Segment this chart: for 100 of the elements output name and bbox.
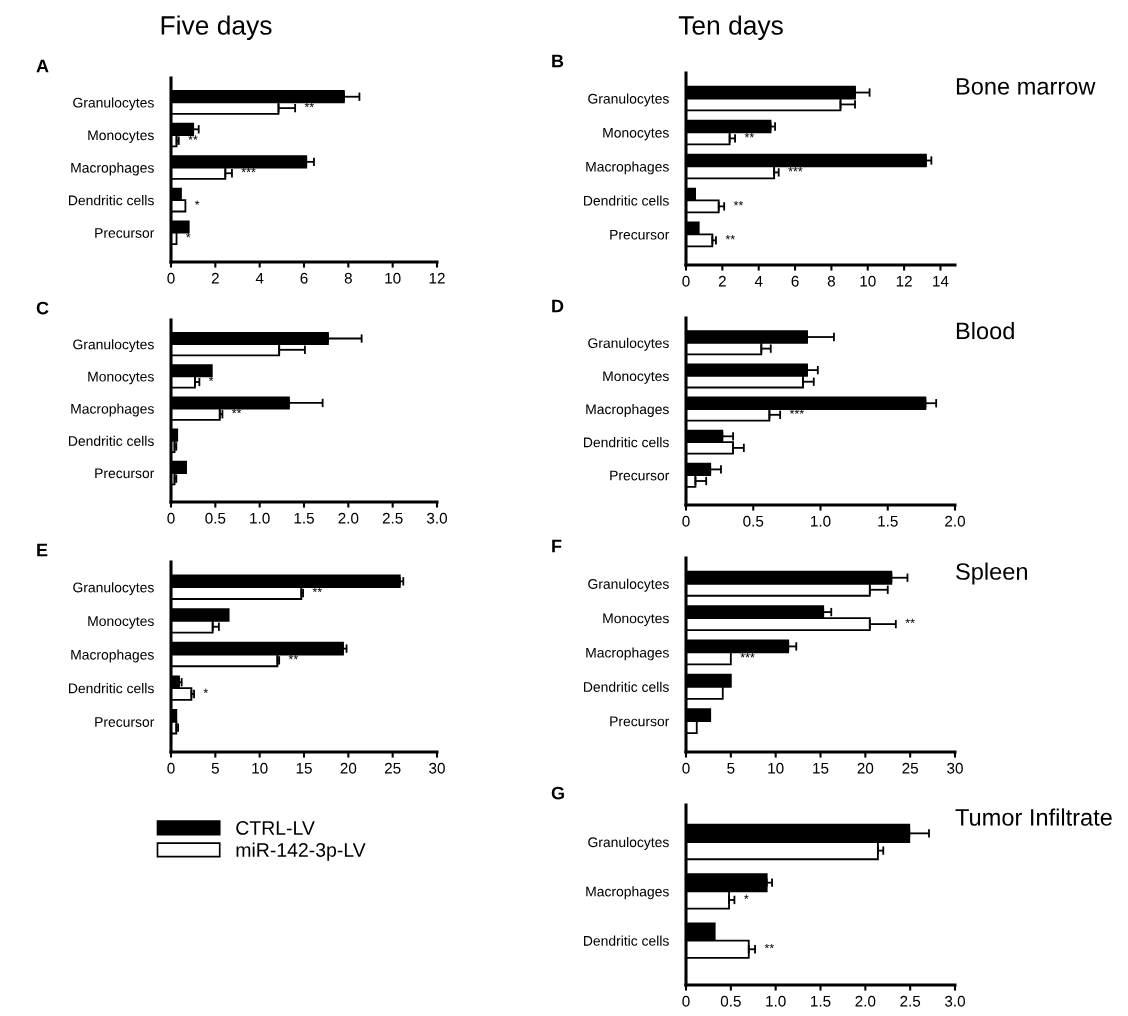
- x-tick-label: 15: [813, 762, 829, 774]
- chart-title: B: [552, 54, 564, 68]
- data-label: *: [194, 200, 200, 205]
- x-tick-label: 14: [933, 275, 949, 287]
- y-tick-label: Granulocytes: [73, 97, 154, 111]
- x-tick-label: 2.0: [338, 512, 359, 524]
- y-tick-label: Macrophages: [71, 162, 154, 176]
- x-tick-label: 1.5: [878, 515, 898, 527]
- data-label: **: [725, 235, 735, 240]
- x-tick-label: 0: [682, 995, 690, 1007]
- y-tick-label: Macrophages: [71, 649, 154, 663]
- y-tick-label: Granulocytes: [73, 582, 154, 596]
- data-label: **: [304, 102, 314, 108]
- x-tick-label: 0: [682, 515, 690, 527]
- y-tick-label: Monocytes: [603, 371, 669, 384]
- data-label: *: [186, 233, 191, 238]
- data-label: ***: [788, 167, 803, 172]
- y-tick-label: Monocytes: [88, 371, 154, 385]
- x-tick-label: 8: [827, 275, 835, 287]
- data-label: ***: [789, 409, 804, 414]
- x-tick-label: 2.0: [945, 515, 966, 527]
- y-tick-label: Macrophages: [586, 403, 669, 417]
- x-tick-label: 0.5: [720, 995, 741, 1007]
- y-tick-label: Precursor: [610, 229, 670, 240]
- x-tick-label: 1.5: [811, 995, 831, 1007]
- x-tick-label: 1.0: [811, 515, 831, 527]
- data-label: **: [288, 655, 299, 660]
- chart-title: G: [551, 786, 564, 800]
- x-tick-label: 3.0: [426, 512, 448, 524]
- x-tick-label: 20: [340, 762, 357, 774]
- x-tick-label: 0: [167, 272, 175, 284]
- y-tick-label: Dendritic cells: [584, 195, 669, 206]
- text: Blood: [956, 321, 1014, 340]
- x-tick-label: 3.0: [944, 995, 966, 1007]
- y-tick-label: Granulocytes: [73, 339, 154, 353]
- text: Tumor Infiltrate: [955, 808, 1112, 826]
- y-tick-label: Dendritic cells: [584, 935, 669, 946]
- y-tick-label: Monocytes: [603, 127, 669, 141]
- data-label: **: [764, 943, 774, 949]
- x-tick-label: 5: [727, 762, 735, 774]
- x-tick-label: 8: [344, 272, 352, 284]
- y-tick-label: Macrophages: [586, 886, 669, 900]
- x-tick-label: 12: [429, 272, 445, 284]
- x-tick-label: 2: [211, 272, 219, 284]
- x-tick-label: 2.0: [855, 995, 876, 1007]
- chart-title: F: [552, 539, 562, 553]
- y-tick-label: Precursor: [95, 228, 155, 238]
- chart-subtitle: Five days: [161, 15, 272, 40]
- x-tick-label: 0.5: [205, 512, 226, 524]
- x-tick-label: 5: [211, 762, 219, 774]
- x-tick-label: 30: [947, 762, 963, 774]
- data-label: **: [905, 618, 915, 624]
- y-tick-label: Macrophages: [586, 647, 669, 661]
- data-label: **: [312, 587, 322, 593]
- x-tick-label: 25: [384, 762, 401, 774]
- x-tick-label: 10: [385, 272, 401, 284]
- y-tick-label: Dendritic cells: [584, 437, 669, 448]
- data-label: *: [203, 688, 209, 694]
- x-tick-label: 6: [300, 272, 308, 284]
- data-label: **: [231, 408, 242, 414]
- x-tick-label: 2: [718, 275, 726, 287]
- y-tick-label: Granulocytes: [588, 836, 669, 850]
- x-tick-label: 0: [682, 762, 690, 774]
- y-tick-label: Macrophages: [586, 161, 669, 175]
- y-tick-label: Granulocytes: [588, 578, 669, 592]
- x-tick-label: 1.0: [250, 512, 270, 524]
- chart-title: C: [36, 301, 49, 315]
- text: Bone marrow: [956, 78, 1096, 95]
- x-tick-label: 10: [252, 762, 268, 774]
- y-tick-label: Granulocytes: [588, 93, 669, 107]
- y-tick-label: Macrophages: [71, 403, 154, 417]
- y-tick-label: Dendritic cells: [69, 195, 154, 206]
- x-tick-label: 1.5: [294, 512, 314, 524]
- y-tick-label: Monocytes: [88, 130, 154, 143]
- x-tick-label: 0.5: [743, 515, 764, 527]
- y-tick-label: Granulocytes: [588, 337, 669, 351]
- legend-label: CTRL-LV: [236, 821, 315, 835]
- x-tick-label: 6: [791, 275, 799, 287]
- y-tick-label: Monocytes: [88, 616, 154, 629]
- x-tick-label: 20: [857, 762, 874, 774]
- x-tick-label: 2.5: [900, 995, 921, 1007]
- data-label: *: [208, 376, 214, 382]
- chart-title: A: [36, 59, 49, 73]
- x-tick-label: 12: [896, 275, 912, 287]
- data-label: *: [744, 894, 749, 899]
- data-label: ***: [740, 653, 755, 658]
- data-label: **: [744, 133, 755, 138]
- x-tick-label: 30: [429, 762, 445, 774]
- x-tick-label: 0: [682, 275, 690, 287]
- x-tick-label: 1.0: [766, 995, 786, 1007]
- x-tick-label: 15: [296, 762, 312, 774]
- y-tick-label: Precursor: [95, 717, 155, 727]
- x-tick-label: 25: [902, 762, 919, 774]
- chart-title: D: [552, 299, 564, 313]
- x-tick-label: 10: [860, 275, 876, 287]
- x-tick-label: 4: [754, 275, 763, 287]
- x-tick-label: 0: [167, 512, 175, 524]
- x-tick-label: 2.5: [382, 512, 403, 524]
- data-label: **: [733, 201, 744, 206]
- chart-title: E: [37, 543, 48, 557]
